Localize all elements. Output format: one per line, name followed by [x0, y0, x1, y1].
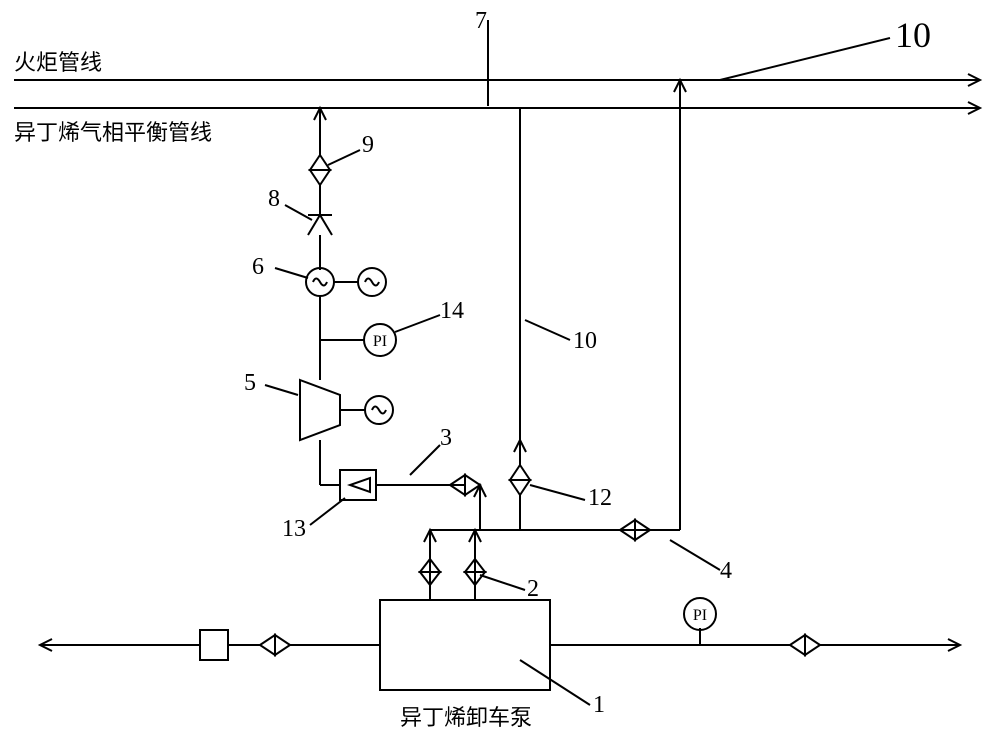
- callout-10-top: 10: [895, 14, 931, 56]
- callout-6: 6: [252, 254, 264, 281]
- flare-line-label: 火炬管线: [14, 45, 102, 77]
- callout-4: 4: [720, 558, 732, 585]
- pump-label: 异丁烯卸车泵: [400, 700, 532, 732]
- svg-text:PI: PI: [373, 333, 387, 350]
- callout-14: 14: [440, 298, 464, 325]
- piping-diagram: PI: [0, 0, 1000, 755]
- callout-10-mid: 10: [573, 328, 597, 355]
- callout-5: 5: [244, 370, 256, 397]
- callout-2: 2: [527, 576, 539, 603]
- balance-line-label: 异丁烯气相平衡管线: [14, 115, 212, 147]
- svg-text:PI: PI: [693, 607, 707, 624]
- callout-13: 13: [282, 516, 306, 543]
- callout-8: 8: [268, 186, 280, 213]
- callout-1: 1: [593, 692, 605, 719]
- callout-7: 7: [475, 8, 487, 35]
- callout-3: 3: [440, 425, 452, 452]
- callout-12: 12: [588, 485, 612, 512]
- callout-9: 9: [362, 132, 374, 159]
